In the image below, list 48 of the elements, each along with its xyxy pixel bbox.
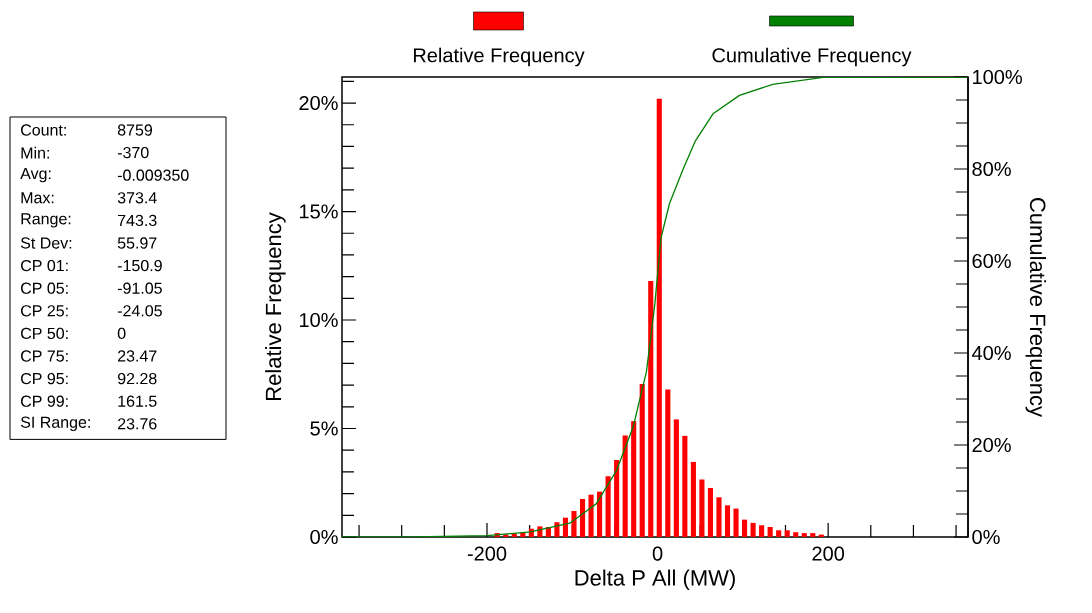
text: CP 50: xyxy=(21,327,68,340)
y2-tick-label: 40% xyxy=(971,345,1011,361)
y-tick-label: 10% xyxy=(299,312,338,328)
text: 161.5 xyxy=(118,395,157,407)
line-series xyxy=(342,76,968,537)
y2-tick-label: 0% xyxy=(972,529,1000,545)
text: St Dev: xyxy=(20,237,72,249)
text: CP 01: xyxy=(21,259,68,272)
text: CP 75: xyxy=(21,350,68,362)
text: Range: xyxy=(21,213,71,228)
text: 23.76 xyxy=(118,418,157,430)
x-tick-label: 200 xyxy=(812,546,845,561)
x-tick-label: 0 xyxy=(652,546,663,561)
y-tick-label: 5% xyxy=(310,421,338,436)
x-tick-label: -200 xyxy=(467,546,507,561)
text: CP 05: xyxy=(21,282,68,294)
text: 8759 xyxy=(117,124,153,136)
text: CP 95: xyxy=(21,372,68,385)
text: Max: xyxy=(21,192,54,204)
y-tick-label: 0% xyxy=(310,529,338,545)
text: 23.47 xyxy=(118,350,157,362)
y-axis-title: Relative Frequency xyxy=(265,212,286,400)
text: 55.97 xyxy=(117,237,157,249)
text: Min: xyxy=(21,146,49,159)
text: 92.28 xyxy=(117,372,157,385)
text: CP 99: xyxy=(21,395,68,407)
y2-axis-title: Cumulative Frequency xyxy=(1025,198,1047,417)
y2-tick-label: 60% xyxy=(972,253,1011,269)
y-tick-label: 15% xyxy=(299,204,338,219)
text: -370 xyxy=(117,146,149,159)
y2-tick-label: 100% xyxy=(973,69,1022,85)
y2-tick-label: 80% xyxy=(972,161,1011,177)
legend-label: Relative Frequency xyxy=(413,47,585,67)
x-axis-title: Delta P All (MW) xyxy=(575,569,735,591)
text: Avg: xyxy=(20,168,51,183)
text: SI Range: xyxy=(20,416,90,432)
text: -91.05 xyxy=(117,282,162,294)
y2-tick-label: 20% xyxy=(972,437,1011,453)
text: 743.3 xyxy=(118,214,157,227)
text: CP 25: xyxy=(21,305,68,317)
text: -24.05 xyxy=(117,305,162,317)
y-tick-label: 20% xyxy=(299,95,338,111)
legend-label: Cumulative Frequency xyxy=(712,47,912,67)
text: -0.009350 xyxy=(117,169,189,181)
text: 373.4 xyxy=(117,192,157,204)
text: -150.9 xyxy=(117,259,162,272)
text: 0 xyxy=(117,327,126,340)
text: Count: xyxy=(21,124,66,136)
